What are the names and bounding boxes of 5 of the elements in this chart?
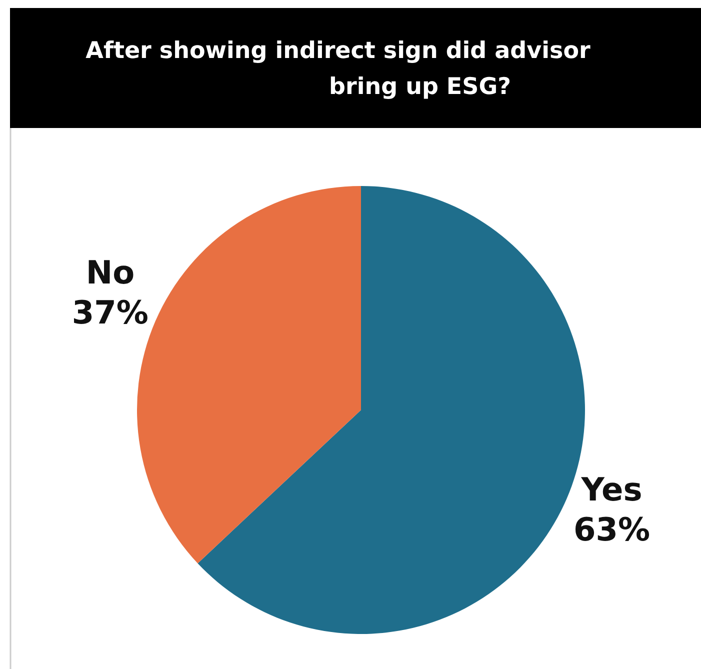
data-label: 37%	[72, 293, 148, 332]
data-label: 63%	[574, 510, 650, 549]
slice-label: Yes	[580, 470, 642, 509]
slice-label: No	[86, 253, 135, 292]
chart-title: After showing indirect sign did advisor bring up ESG?	[86, 38, 592, 100]
